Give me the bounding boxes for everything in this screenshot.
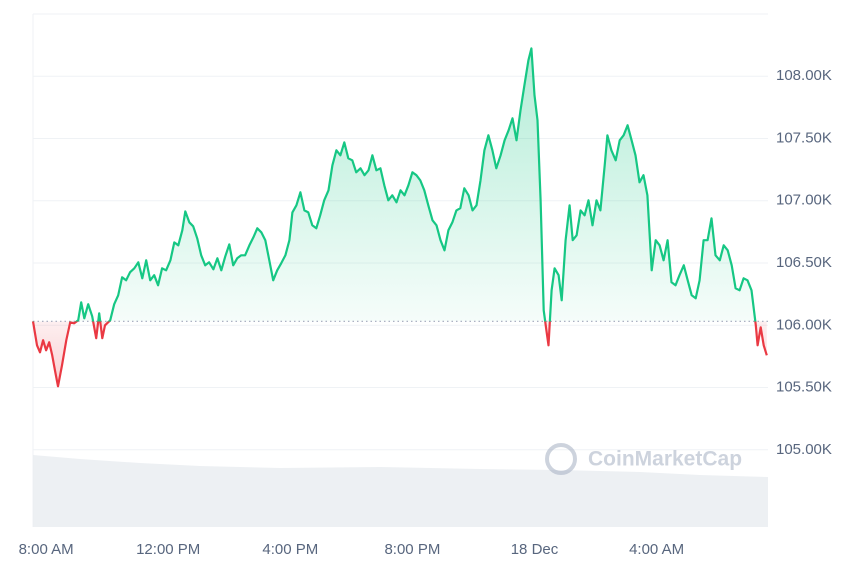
y-tick-label: 107.50K xyxy=(776,129,832,146)
x-tick-label: 12:00 PM xyxy=(136,541,200,558)
y-tick-label: 107.00K xyxy=(776,192,832,209)
x-tick-label: 8:00 PM xyxy=(384,541,440,558)
x-tick-label: 18 Dec xyxy=(511,541,559,558)
volume-area xyxy=(33,455,768,527)
y-tick-label: 105.50K xyxy=(776,379,832,396)
y-tick-label: 106.00K xyxy=(776,316,832,333)
y-tick-label: 108.00K xyxy=(776,67,832,84)
x-tick-label: 8:00 AM xyxy=(19,541,74,558)
y-tick-label: 106.50K xyxy=(776,254,832,271)
watermark: CoinMarketCap xyxy=(545,443,742,475)
x-tick-label: 4:00 AM xyxy=(629,541,684,558)
x-tick-label: 4:00 PM xyxy=(262,541,318,558)
watermark-text: CoinMarketCap xyxy=(588,448,742,471)
area-fill xyxy=(33,48,767,387)
watermark-logo xyxy=(545,443,577,475)
y-tick-label: 105.00K xyxy=(776,441,832,458)
price-line xyxy=(31,47,768,388)
